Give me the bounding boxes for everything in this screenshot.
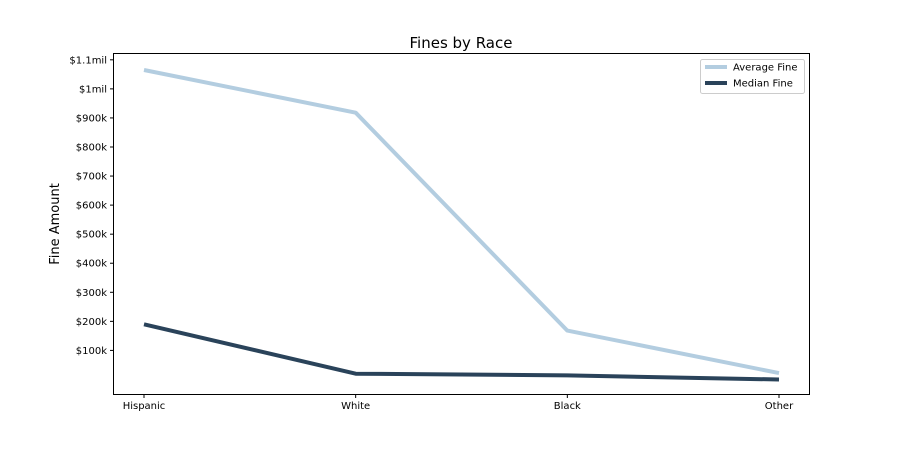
- y-tick-label: $1mil: [79, 84, 107, 95]
- legend-label-1: Average Fine: [733, 63, 798, 74]
- y-tick-label: $200k: [76, 317, 107, 328]
- y-tick-label: $500k: [76, 230, 107, 241]
- y-tick-label: $100k: [76, 346, 107, 357]
- y-axis-ticks: $100k $200k $300k $400k $500k $600k $700k $800k…: [69, 55, 114, 357]
- legend: Average Fine Median Fine: [700, 59, 805, 94]
- x-tick-label: Black: [554, 401, 581, 412]
- legend-label-2: Median Fine: [733, 79, 793, 90]
- y-tick-label: $400k: [76, 259, 107, 270]
- series-line-2: [143, 322, 780, 382]
- x-axis-ticks: Hispanic White Black Other: [123, 394, 794, 412]
- x-tick-label: Other: [765, 401, 794, 412]
- y-tick-label: $1.1mil: [69, 55, 107, 66]
- x-tick-label: Hispanic: [123, 401, 166, 412]
- y-tick-label: $700k: [76, 172, 107, 183]
- series-line-1: [143, 68, 780, 376]
- y-tick-label: $800k: [76, 142, 107, 153]
- plot-frame: [113, 53, 810, 395]
- y-tick-label: $900k: [76, 113, 107, 124]
- y-tick-label: $300k: [76, 288, 107, 299]
- y-tick-label: $600k: [76, 201, 107, 212]
- y-axis-title: Fine Amount: [48, 183, 63, 265]
- series-layer: [143, 68, 780, 382]
- x-tick-label: White: [341, 401, 370, 412]
- chart-title: Fines by Race: [410, 34, 513, 52]
